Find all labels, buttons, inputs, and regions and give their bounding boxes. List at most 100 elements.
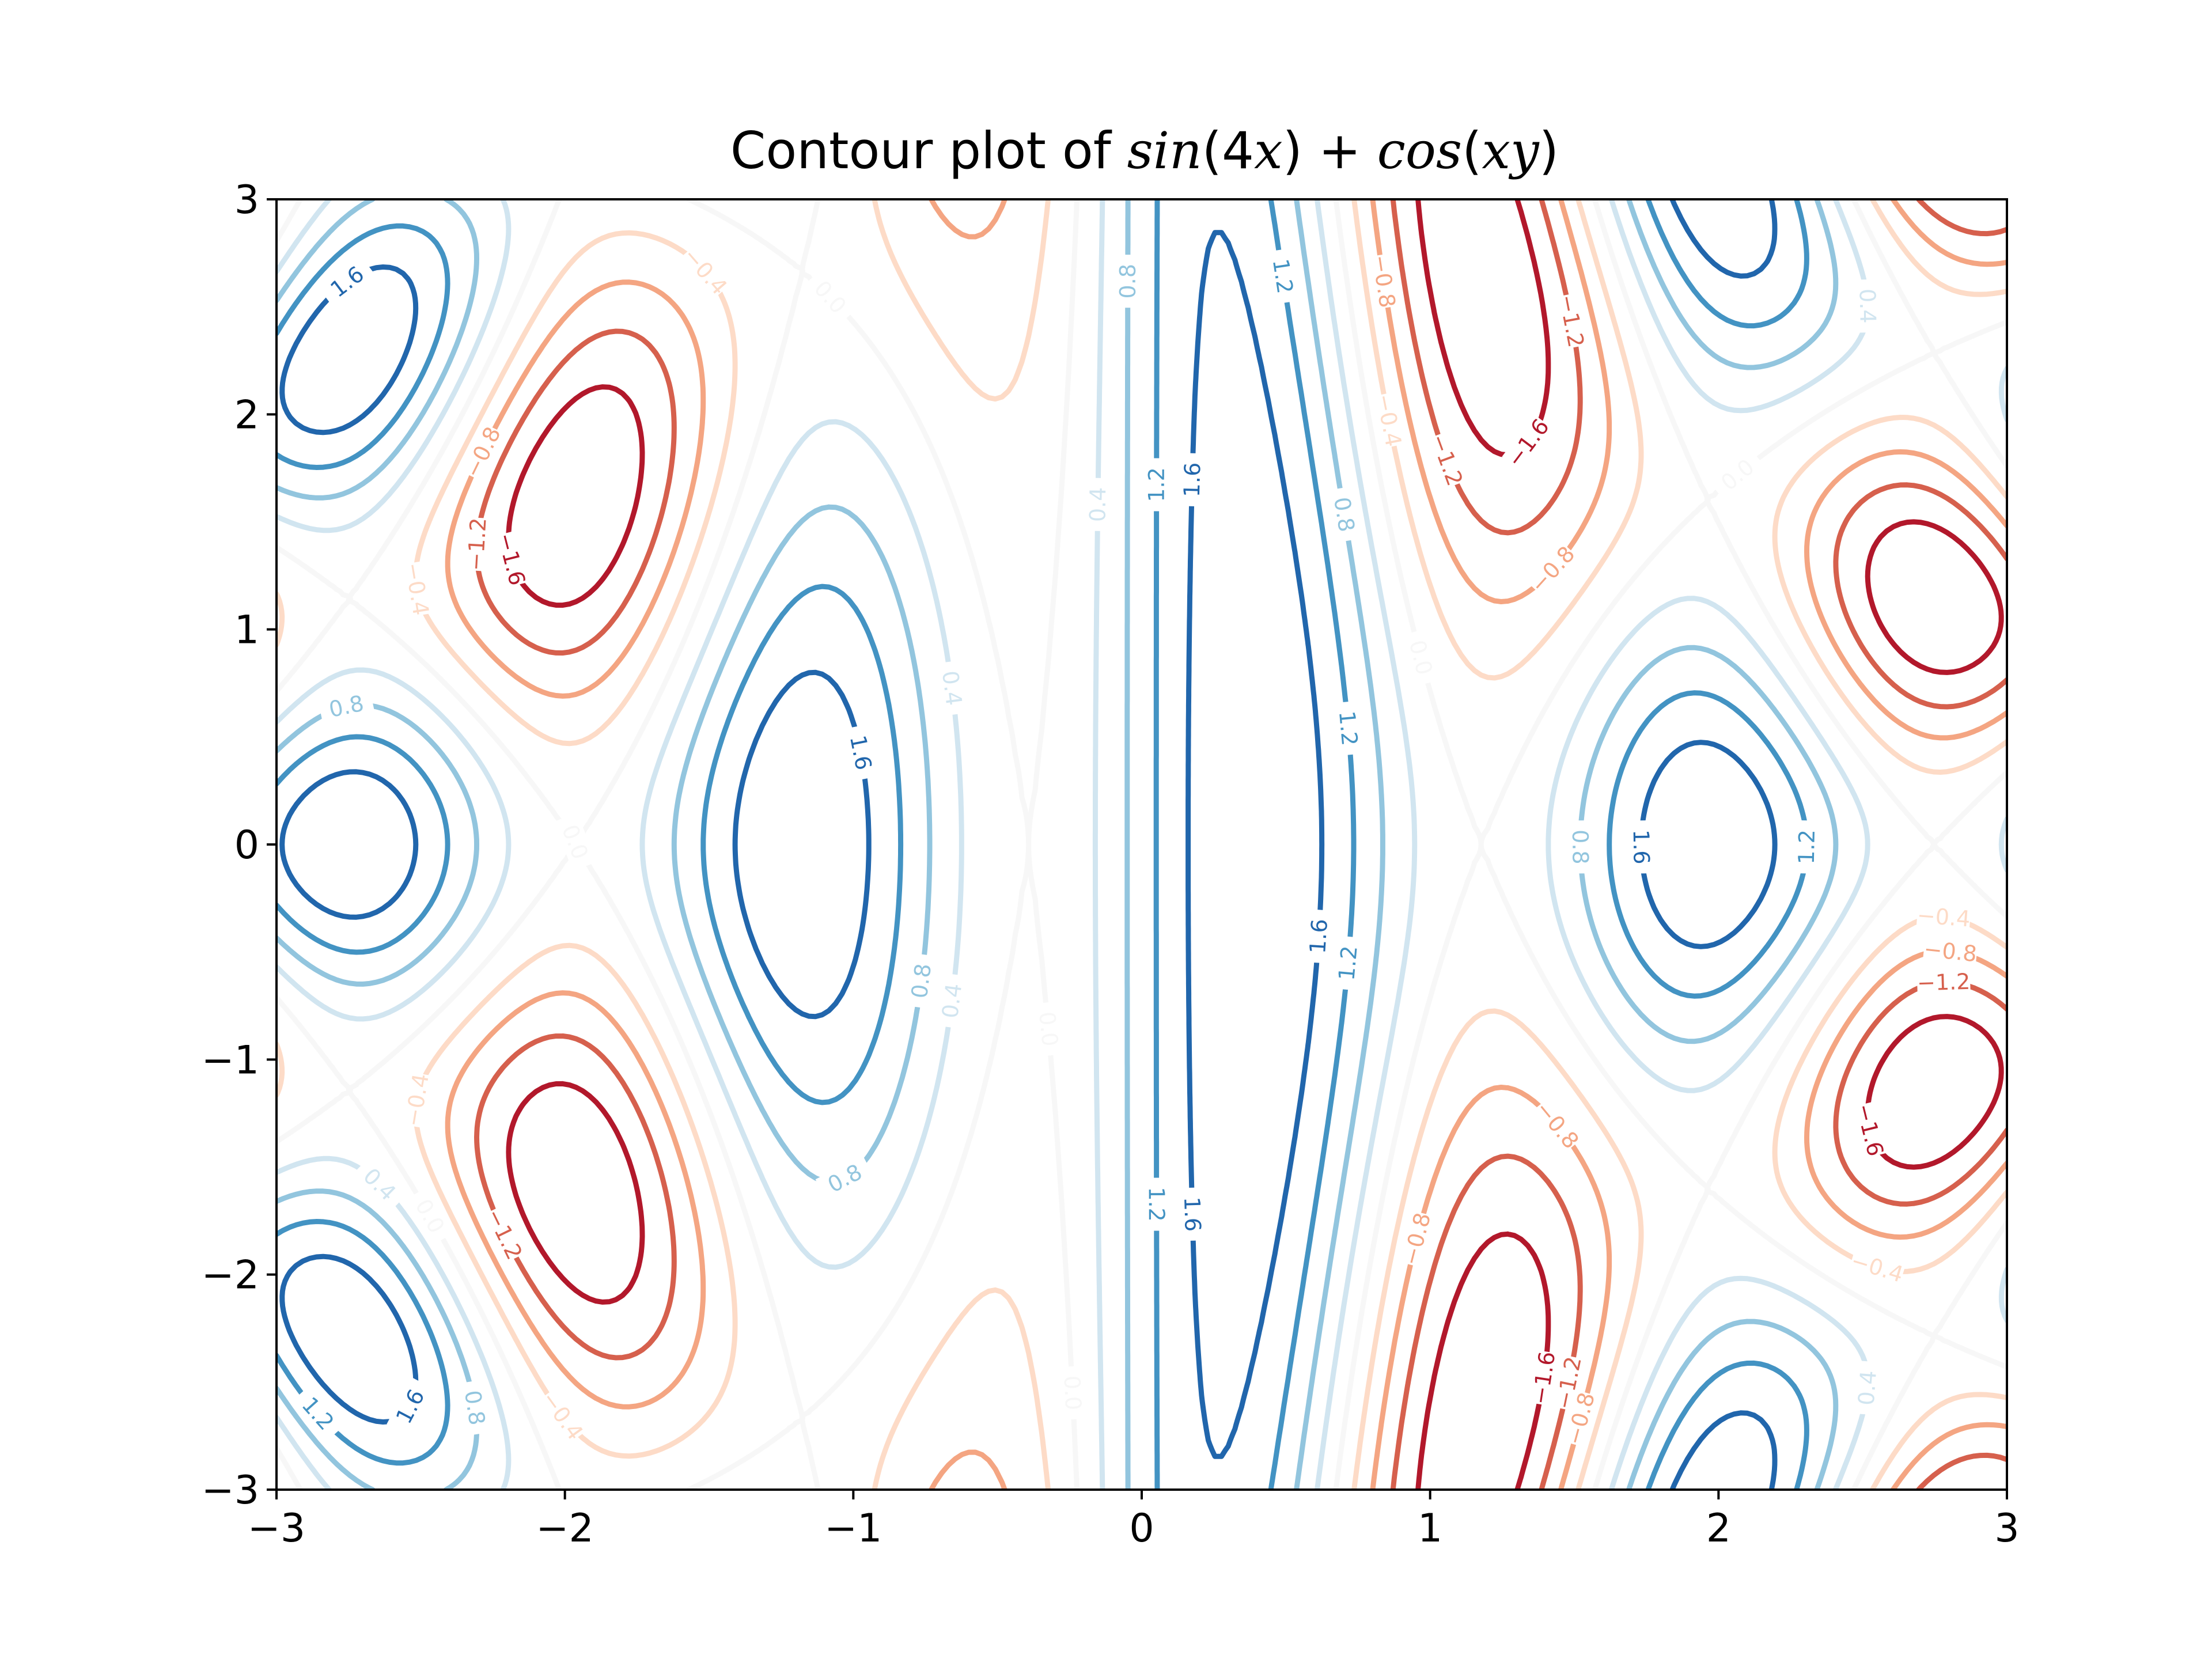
y-tick-label: 1 [234, 608, 259, 653]
contour-label: 1.6 [1179, 1196, 1206, 1232]
contour-line [276, 199, 1809, 1490]
contour-label-background [1367, 253, 1400, 309]
contour-label-group: 1.2 [1793, 820, 1820, 874]
contour-label-background [406, 1187, 454, 1245]
contour-label-background [1527, 1350, 1560, 1406]
contour-label: 1.2 [1334, 945, 1362, 982]
contour-label-background [1525, 541, 1580, 598]
contour-label: 0.4 [1853, 1370, 1881, 1407]
contour-label-background [1266, 248, 1300, 305]
title-part: sin [1127, 121, 1202, 180]
x-tick-label: −3 [248, 1506, 305, 1551]
contour-label: 1.6 [1305, 918, 1332, 955]
contour-label-background [1567, 820, 1593, 874]
contour-line [506, 199, 2004, 1490]
contour-label: 1.2 [1144, 467, 1169, 502]
contour-label-background [1143, 1177, 1169, 1231]
x-tick-label: 3 [1994, 1506, 2019, 1551]
contour-label-background [351, 1157, 408, 1213]
y-tick-label: −3 [202, 1468, 259, 1513]
contour-label-background [1561, 1389, 1600, 1448]
contour-label-group: 1.2 [1143, 1177, 1169, 1231]
contour-label: 0.8 [1329, 495, 1359, 534]
contour-label-group: −1.2 [1916, 969, 1971, 996]
contour-label-group: 1.2 [1266, 248, 1300, 305]
contour-label-group: 0.8 [1115, 255, 1141, 308]
contour-label-background [1397, 1210, 1436, 1268]
contour-label-background [1916, 968, 1971, 996]
contour-label: 0.0 [1059, 1375, 1086, 1411]
contour-label-group: 0.4 [1854, 279, 1881, 333]
contour-label: −0.4 [1916, 902, 1971, 931]
contour-label-group: 0.4 [935, 660, 968, 717]
contour-label: 0.8 [1115, 264, 1141, 299]
contour-label: 0.4 [937, 669, 967, 707]
contour-label-background [1853, 1360, 1883, 1415]
plot-background [276, 199, 2007, 1490]
contour-label-background [387, 1377, 434, 1436]
contour-label-group: 0.4 [935, 972, 968, 1029]
contour-label: 0.8 [460, 1389, 490, 1427]
contour-label-background [935, 972, 968, 1029]
x-tick-label: 2 [1706, 1506, 1731, 1551]
contour-label-background [1502, 414, 1554, 472]
contour-label-group: −0.4 [1916, 902, 1971, 931]
contour-label: −1.2 [1916, 969, 1971, 996]
contour-label-background [678, 243, 732, 300]
contour-label-group: 0.8 [1327, 486, 1361, 543]
contour-line [445, 199, 2007, 1490]
contour-label: 0.4 [937, 982, 967, 1020]
contour-label-group: 1.2 [1333, 935, 1363, 991]
plot-area: −1.6−1.6−1.6−1.6−1.2−1.2−1.2−1.2−1.2−1.2… [275, 198, 2008, 1491]
contour-label-background [1058, 1365, 1087, 1421]
contour-label: 1.2 [1144, 1187, 1169, 1222]
contour-label-background [1793, 820, 1820, 874]
contour-label-background [1179, 453, 1206, 507]
contour-label-background [1554, 292, 1589, 350]
contour-label-background [458, 1379, 491, 1436]
contour-label-group: 0.8 [458, 1379, 491, 1436]
contour-label-group: 0.4 [1853, 1360, 1883, 1415]
contour-label-group: 1.6 [1179, 1187, 1206, 1241]
contour-label-background [1333, 700, 1363, 756]
title-part: xy [1482, 121, 1540, 180]
contour-line [276, 199, 2007, 1490]
x-tick-label: 1 [1418, 1506, 1442, 1551]
contour-label-background [1425, 430, 1468, 490]
contour-label-background [1033, 1001, 1064, 1057]
contour-label-group: 0.0 [1058, 1365, 1087, 1421]
title-part: x [1254, 121, 1283, 180]
contour-label-background [536, 1387, 588, 1445]
contour-label-background [554, 812, 597, 872]
title-part: ) + [1283, 121, 1377, 180]
contour-label-group: 1.6 [1179, 453, 1206, 507]
contour-label: 0.0 [1034, 1010, 1063, 1048]
y-axis: −3 −2 −1 0 1 2 3 [202, 177, 276, 1513]
contour-label-background [1709, 448, 1766, 502]
contour-label-background [1179, 1187, 1206, 1241]
x-tick-label: −2 [536, 1506, 594, 1551]
contour-label-group: −1.2 [463, 517, 491, 571]
contour-label: 0.4 [1085, 487, 1111, 522]
contour-label-background [935, 660, 968, 717]
contour-label-background [1304, 909, 1334, 964]
contour-label-background [1115, 255, 1141, 308]
contour-label-background [1531, 1096, 1584, 1154]
contour-label: 0.4 [1855, 289, 1881, 324]
contour-label-background [492, 530, 531, 588]
contour-label: 1.6 [1628, 830, 1654, 865]
contour-label-background [318, 255, 376, 308]
contour-label-background [460, 423, 506, 482]
title-part: Contour plot of [730, 121, 1127, 180]
contour-line [279, 199, 1778, 1490]
contour-label-group: 1.6 [1628, 820, 1654, 874]
contour-label: 1.2 [1268, 257, 1298, 295]
x-axis: −3 −2 −1 0 1 2 3 [248, 1490, 2020, 1551]
y-tick-label: 2 [234, 392, 259, 438]
contour-label-background [290, 1385, 345, 1442]
y-tick-label: −2 [202, 1253, 259, 1298]
contour-label-background [1402, 628, 1440, 687]
x-tick-label: 0 [1129, 1506, 1154, 1551]
contour-label: 1.6 [1179, 462, 1206, 498]
